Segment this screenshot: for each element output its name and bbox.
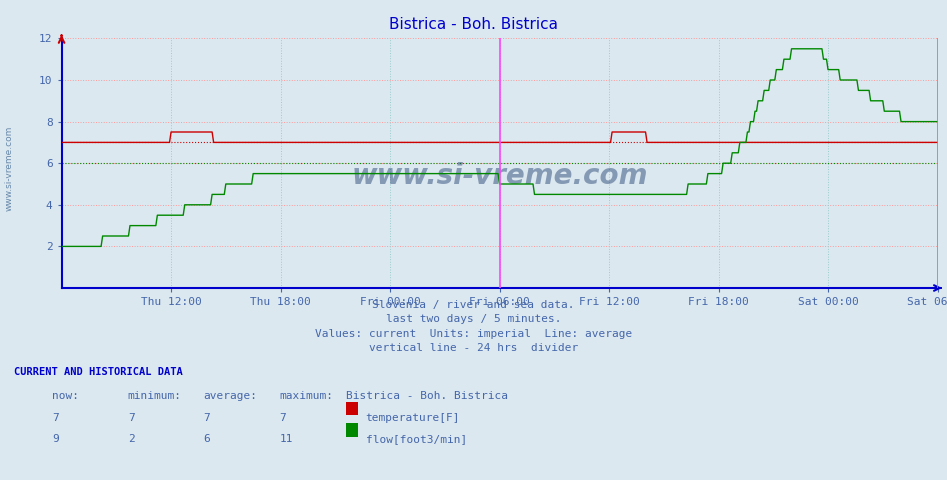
Text: minimum:: minimum:: [128, 391, 182, 401]
Text: Values: current  Units: imperial  Line: average: Values: current Units: imperial Line: av…: [314, 329, 633, 339]
Text: www.si-vreme.com: www.si-vreme.com: [351, 162, 648, 190]
Text: 7: 7: [128, 413, 134, 423]
Text: 6: 6: [204, 434, 210, 444]
Text: Bistrica - Boh. Bistrica: Bistrica - Boh. Bistrica: [389, 17, 558, 32]
Text: Slovenia / river and sea data.: Slovenia / river and sea data.: [372, 300, 575, 310]
Text: 7: 7: [204, 413, 210, 423]
Text: flow[foot3/min]: flow[foot3/min]: [366, 434, 467, 444]
Text: www.si-vreme.com: www.si-vreme.com: [5, 125, 14, 211]
Text: Bistrica - Boh. Bistrica: Bistrica - Boh. Bistrica: [346, 391, 508, 401]
Text: CURRENT AND HISTORICAL DATA: CURRENT AND HISTORICAL DATA: [14, 367, 183, 377]
Text: maximum:: maximum:: [279, 391, 333, 401]
Text: now:: now:: [52, 391, 80, 401]
Text: vertical line - 24 hrs  divider: vertical line - 24 hrs divider: [369, 343, 578, 353]
Text: 2: 2: [128, 434, 134, 444]
Text: 7: 7: [279, 413, 286, 423]
Text: 9: 9: [52, 434, 59, 444]
Text: last two days / 5 minutes.: last two days / 5 minutes.: [385, 314, 562, 324]
Text: 7: 7: [52, 413, 59, 423]
Text: temperature[F]: temperature[F]: [366, 413, 460, 423]
Text: 11: 11: [279, 434, 293, 444]
Text: average:: average:: [204, 391, 258, 401]
